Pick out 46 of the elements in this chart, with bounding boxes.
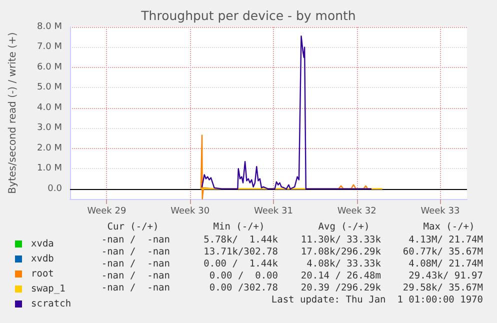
text: 29.43k/ 91.97 bbox=[408, 270, 483, 282]
text: 29.58k/ 35.67M bbox=[402, 282, 484, 294]
y-tick-label: 8.0 M bbox=[37, 22, 62, 32]
legend-label: swap_1 bbox=[31, 284, 66, 294]
x-tick-label: Week 29 bbox=[87, 206, 126, 216]
text: Min (-/+) bbox=[213, 222, 265, 232]
text: 17.08k/296.29k bbox=[300, 246, 382, 258]
text: -nan / -nan bbox=[101, 234, 170, 246]
y-tick-label: 5.0 M bbox=[37, 82, 62, 93]
text: -nan / -nan bbox=[101, 258, 170, 270]
text: -nan / -nan bbox=[101, 246, 170, 258]
text: 4.13M/ 21.74M bbox=[408, 234, 484, 246]
text: Last update: Thu Jan 1 01:00:00 1970 bbox=[271, 294, 484, 306]
text: Cur (-/+) bbox=[107, 222, 159, 232]
text: -nan / -nan bbox=[101, 270, 170, 282]
y-tick-label: 6.0 M bbox=[37, 62, 62, 72]
text: 20.39 /296.29k bbox=[300, 282, 382, 294]
y-tick-label: 1.0 M bbox=[37, 164, 62, 174]
text: 0.00 /302.78 bbox=[209, 282, 278, 294]
y-tick-label: 7.0 M bbox=[37, 42, 62, 52]
text: 60.77k/ 35.67M bbox=[402, 246, 484, 258]
text: -nan / -nan bbox=[101, 282, 170, 294]
text: 0.00 / 1.44k bbox=[204, 258, 278, 270]
y-tick-label: 2.0 M bbox=[37, 143, 62, 154]
text: 20.14 / 26.48m bbox=[300, 270, 382, 282]
y-tick-label: 4.0 M bbox=[37, 102, 62, 113]
x-tick-label: Week 30 bbox=[170, 206, 210, 216]
text: 11.30k/ 33.33k bbox=[300, 234, 382, 246]
text: Max (-/+) bbox=[423, 222, 475, 232]
text: 0.00 / 0.00 bbox=[209, 270, 278, 282]
legend-label: xvda bbox=[31, 238, 54, 250]
legend-label: root bbox=[31, 268, 54, 280]
x-tick-label: Week 32 bbox=[337, 206, 376, 216]
x-tick-label: Week 33 bbox=[420, 206, 460, 216]
text: 4.08M/ 21.74M bbox=[408, 258, 484, 270]
text: 5.78k/ 1.44k bbox=[204, 234, 278, 246]
legend-label: xvdb bbox=[31, 254, 54, 264]
y-tick-label: 0.0 bbox=[48, 184, 62, 194]
y-axis-title: Bytes/second read (-) / write (+) bbox=[8, 32, 18, 194]
text: Avg (-/+) bbox=[318, 222, 370, 232]
y-tick-label: 3.0 M bbox=[37, 123, 62, 134]
text: 4.08k/ 33.33k bbox=[306, 258, 382, 270]
x-tick-label: Week 31 bbox=[254, 206, 293, 216]
text: 13.71k/302.78 bbox=[204, 246, 278, 258]
chart-title: Throughput per device - by month bbox=[140, 8, 356, 23]
legend-label: scratch bbox=[31, 298, 72, 310]
